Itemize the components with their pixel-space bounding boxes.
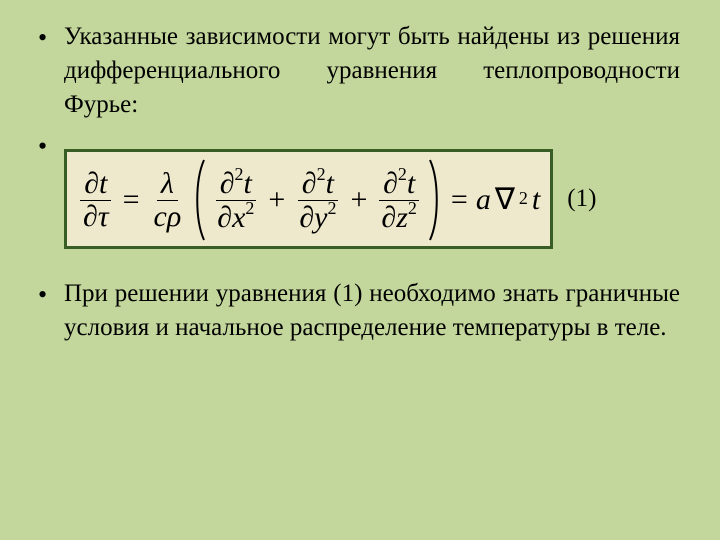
open-paren [191, 158, 207, 242]
frac-d2t-dz2: ∂2t ∂z2 [375, 167, 423, 233]
equation-box: ∂t ∂τ = λ cρ [64, 149, 553, 249]
bullet-outro: При решении уравнения (1) необходимо зна… [30, 277, 680, 345]
equals-1: = [119, 180, 144, 221]
nabla-symbol: ∇ [495, 180, 515, 221]
plus-1: + [264, 180, 289, 221]
equals-2: = [447, 180, 472, 221]
frac-d2t-dy2: ∂2t ∂y2 [293, 167, 342, 233]
plus-2: + [346, 180, 371, 221]
term-a: a [476, 180, 491, 221]
frac-d2t-dx2: ∂2t ∂x2 [211, 167, 260, 233]
frac-dt-dtau: ∂t ∂τ [77, 168, 115, 232]
equation-number: (1) [567, 182, 596, 216]
nabla-sup: 2 [519, 186, 528, 210]
slide: Указанные зависимости могут быть найдены… [0, 0, 720, 540]
close-paren [427, 158, 443, 242]
equation-math: ∂t ∂τ = λ cρ [77, 158, 540, 242]
term-t-final: t [532, 180, 540, 221]
bullet-equation: ∂t ∂τ = λ cρ [30, 149, 680, 249]
bullet-list: Указанные зависимости могут быть найдены… [30, 20, 680, 345]
frac-lambda-crho: λ cρ [148, 168, 188, 232]
bullet-intro: Указанные зависимости могут быть найдены… [30, 20, 680, 121]
